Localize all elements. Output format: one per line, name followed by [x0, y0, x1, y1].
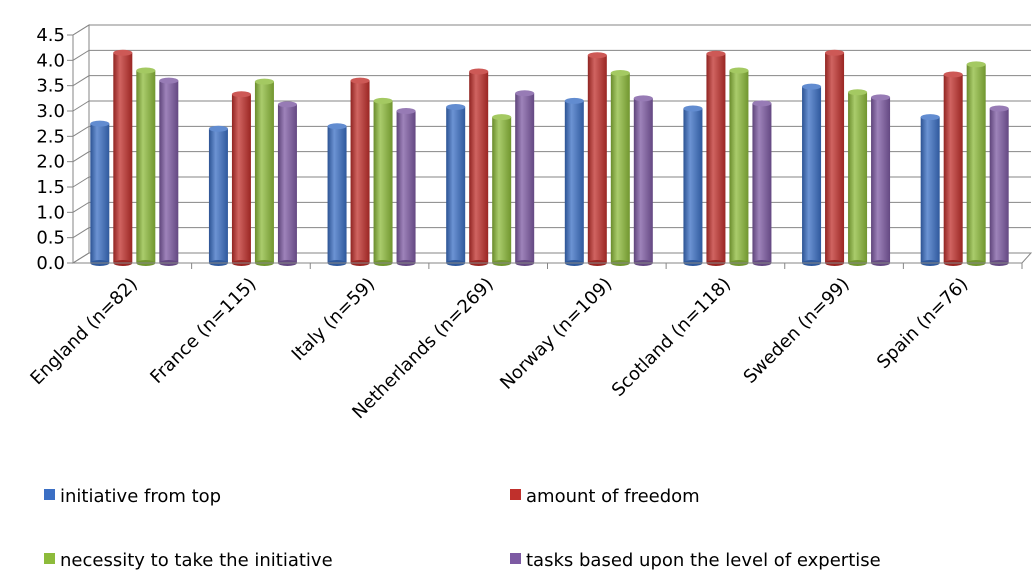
bar [113, 49, 133, 266]
y-tick-label: 1.5 [36, 177, 65, 198]
gridline [72, 75, 1031, 87]
legend-label: amount of freedom [526, 486, 700, 507]
x-tick-label: Scotland (n=118) [608, 274, 735, 401]
side-wall [72, 24, 90, 264]
y-axis: 0.0 0.5 1.0 1.5 2.0 2.5 3.0 3.5 4.0 4.5 [36, 25, 74, 274]
legend-item: amount of freedom [510, 486, 700, 507]
y-tick-label: 2.0 [36, 152, 65, 173]
bar [492, 114, 512, 266]
bar [159, 77, 179, 266]
bar [848, 89, 868, 266]
bar [515, 90, 535, 266]
legend-item: initiative from top [44, 486, 221, 507]
bar [231, 91, 251, 266]
bar [966, 61, 986, 266]
x-tick-label: France (n=115) [146, 274, 260, 388]
bar [633, 95, 653, 266]
y-tick-label: 4.0 [36, 50, 65, 71]
legend-swatch [44, 553, 55, 564]
bar [136, 67, 156, 266]
bar [208, 125, 228, 266]
bar [752, 100, 772, 266]
bar [610, 70, 630, 266]
bar [277, 101, 297, 266]
legend-label: necessity to take the initiative [60, 550, 333, 571]
bar [683, 105, 703, 266]
bar [469, 68, 489, 266]
y-tick-label: 3.0 [36, 101, 65, 122]
bar [920, 114, 940, 266]
y-tick-label: 2.5 [36, 126, 65, 147]
legend-item: necessity to take the initiative [44, 550, 333, 571]
bar [729, 67, 749, 266]
bar [350, 77, 370, 266]
legend-item: tasks based upon the level of expertise [510, 550, 881, 571]
legend-swatch [510, 489, 521, 500]
bar [802, 83, 822, 266]
y-tick-label: 4.5 [36, 25, 65, 46]
bar [254, 78, 274, 266]
bar [90, 120, 110, 266]
legend-swatch [510, 553, 521, 564]
bar [706, 50, 726, 266]
legend-label: initiative from top [60, 486, 221, 507]
bars [90, 49, 1009, 266]
x-tick-label: England (n=82) [26, 274, 141, 389]
bar [373, 97, 393, 266]
bar [989, 105, 1009, 266]
x-axis: England (n=82) France (n=115) Italy (n=59)… [26, 262, 1023, 423]
x-tick-label: Norway (n=109) [496, 274, 616, 394]
bar [564, 97, 584, 266]
legend-label: tasks based upon the level of expertise [526, 550, 881, 571]
y-tick-label: 1.0 [36, 202, 65, 223]
bar [396, 108, 416, 266]
y-tick-label: 0.0 [36, 253, 65, 274]
legend-swatch [44, 489, 55, 500]
gridline [72, 49, 1031, 61]
bar [871, 94, 891, 266]
gridline [72, 24, 1031, 36]
bar [587, 52, 607, 266]
y-tick-label: 0.5 [36, 228, 65, 249]
x-tick-label: Italy (n=59) [288, 274, 379, 365]
x-tick-label: Spain (n=76) [873, 274, 972, 373]
legend: initiative from top amount of freedom nece… [44, 486, 881, 571]
bar [825, 49, 845, 266]
bar [943, 71, 963, 266]
y-tick-label: 3.5 [36, 76, 65, 97]
bar [327, 123, 347, 266]
bar [446, 103, 466, 266]
x-tick-label: Sweden (n=99) [740, 274, 854, 388]
